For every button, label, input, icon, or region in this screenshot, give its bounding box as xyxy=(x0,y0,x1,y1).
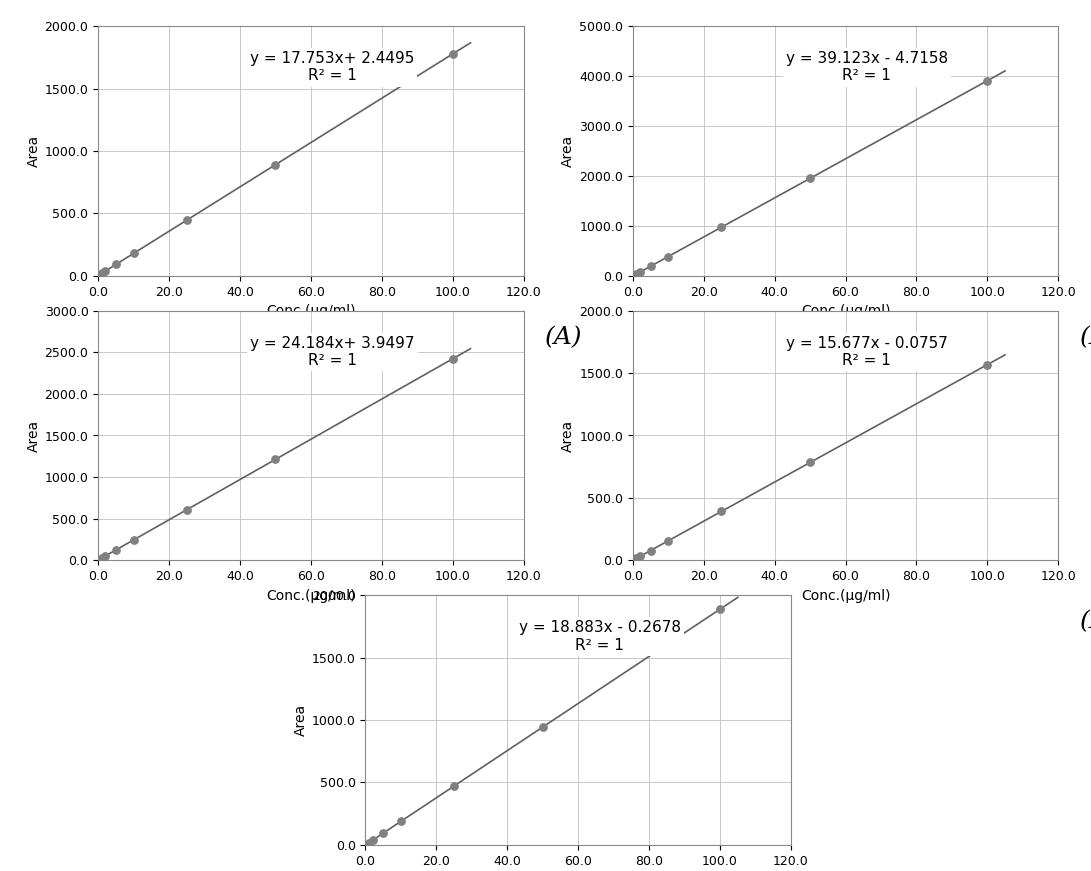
Point xyxy=(642,544,659,557)
Point xyxy=(627,551,645,565)
Point xyxy=(711,602,729,616)
Point xyxy=(631,550,648,564)
Point xyxy=(360,835,377,849)
Text: y = 39.123x - 4.7158
R² = 1: y = 39.123x - 4.7158 R² = 1 xyxy=(786,51,948,84)
Point xyxy=(96,549,115,563)
Y-axis label: Area: Area xyxy=(26,135,40,167)
Point xyxy=(631,265,648,279)
Point xyxy=(178,213,195,227)
Point xyxy=(124,533,142,547)
Y-axis label: Area: Area xyxy=(561,420,575,451)
Text: y = 18.883x - 0.2678
R² = 1: y = 18.883x - 0.2678 R² = 1 xyxy=(518,620,681,652)
Point xyxy=(89,553,107,567)
Point xyxy=(444,47,461,61)
Point xyxy=(266,158,284,172)
Point xyxy=(979,74,996,88)
Point xyxy=(627,267,645,281)
Point xyxy=(266,452,284,466)
Text: y = 15.677x - 0.0757
R² = 1: y = 15.677x - 0.0757 R² = 1 xyxy=(786,335,948,368)
Y-axis label: Area: Area xyxy=(26,420,40,451)
Y-axis label: Area: Area xyxy=(293,704,308,736)
Point xyxy=(979,358,996,372)
Text: (B): (B) xyxy=(1080,326,1091,348)
Point xyxy=(444,352,461,366)
Point xyxy=(107,258,124,272)
Point xyxy=(107,543,124,557)
X-axis label: Conc.(μg/ml): Conc.(μg/ml) xyxy=(266,589,356,603)
Text: y = 24.184x+ 3.9497
R² = 1: y = 24.184x+ 3.9497 R² = 1 xyxy=(250,335,415,368)
Point xyxy=(642,260,659,273)
Point xyxy=(93,267,110,280)
Point xyxy=(124,246,142,260)
X-axis label: Conc.(μg/ml): Conc.(μg/ml) xyxy=(266,304,356,318)
Point xyxy=(374,827,392,841)
Y-axis label: Area: Area xyxy=(561,135,575,167)
Point xyxy=(801,456,818,469)
Point xyxy=(659,534,676,548)
Point xyxy=(445,779,463,793)
Point xyxy=(659,250,676,264)
Point xyxy=(89,268,107,282)
X-axis label: Conc.(μg/ml): Conc.(μg/ml) xyxy=(801,304,890,318)
Point xyxy=(535,720,552,734)
Text: (D): (D) xyxy=(1080,611,1091,633)
Point xyxy=(712,504,730,518)
Text: (C): (C) xyxy=(544,611,584,633)
Point xyxy=(624,269,642,283)
Point xyxy=(96,264,115,278)
Point xyxy=(178,503,195,517)
Point xyxy=(801,172,818,186)
Point xyxy=(712,220,730,234)
Point xyxy=(393,814,410,828)
Point xyxy=(357,838,374,852)
Point xyxy=(624,553,642,567)
Point xyxy=(364,834,382,847)
Point xyxy=(93,551,110,565)
Text: y = 17.753x+ 2.4495
R² = 1: y = 17.753x+ 2.4495 R² = 1 xyxy=(250,51,415,84)
Text: (A): (A) xyxy=(544,326,583,348)
X-axis label: Conc.(μg/ml): Conc.(μg/ml) xyxy=(801,589,890,603)
